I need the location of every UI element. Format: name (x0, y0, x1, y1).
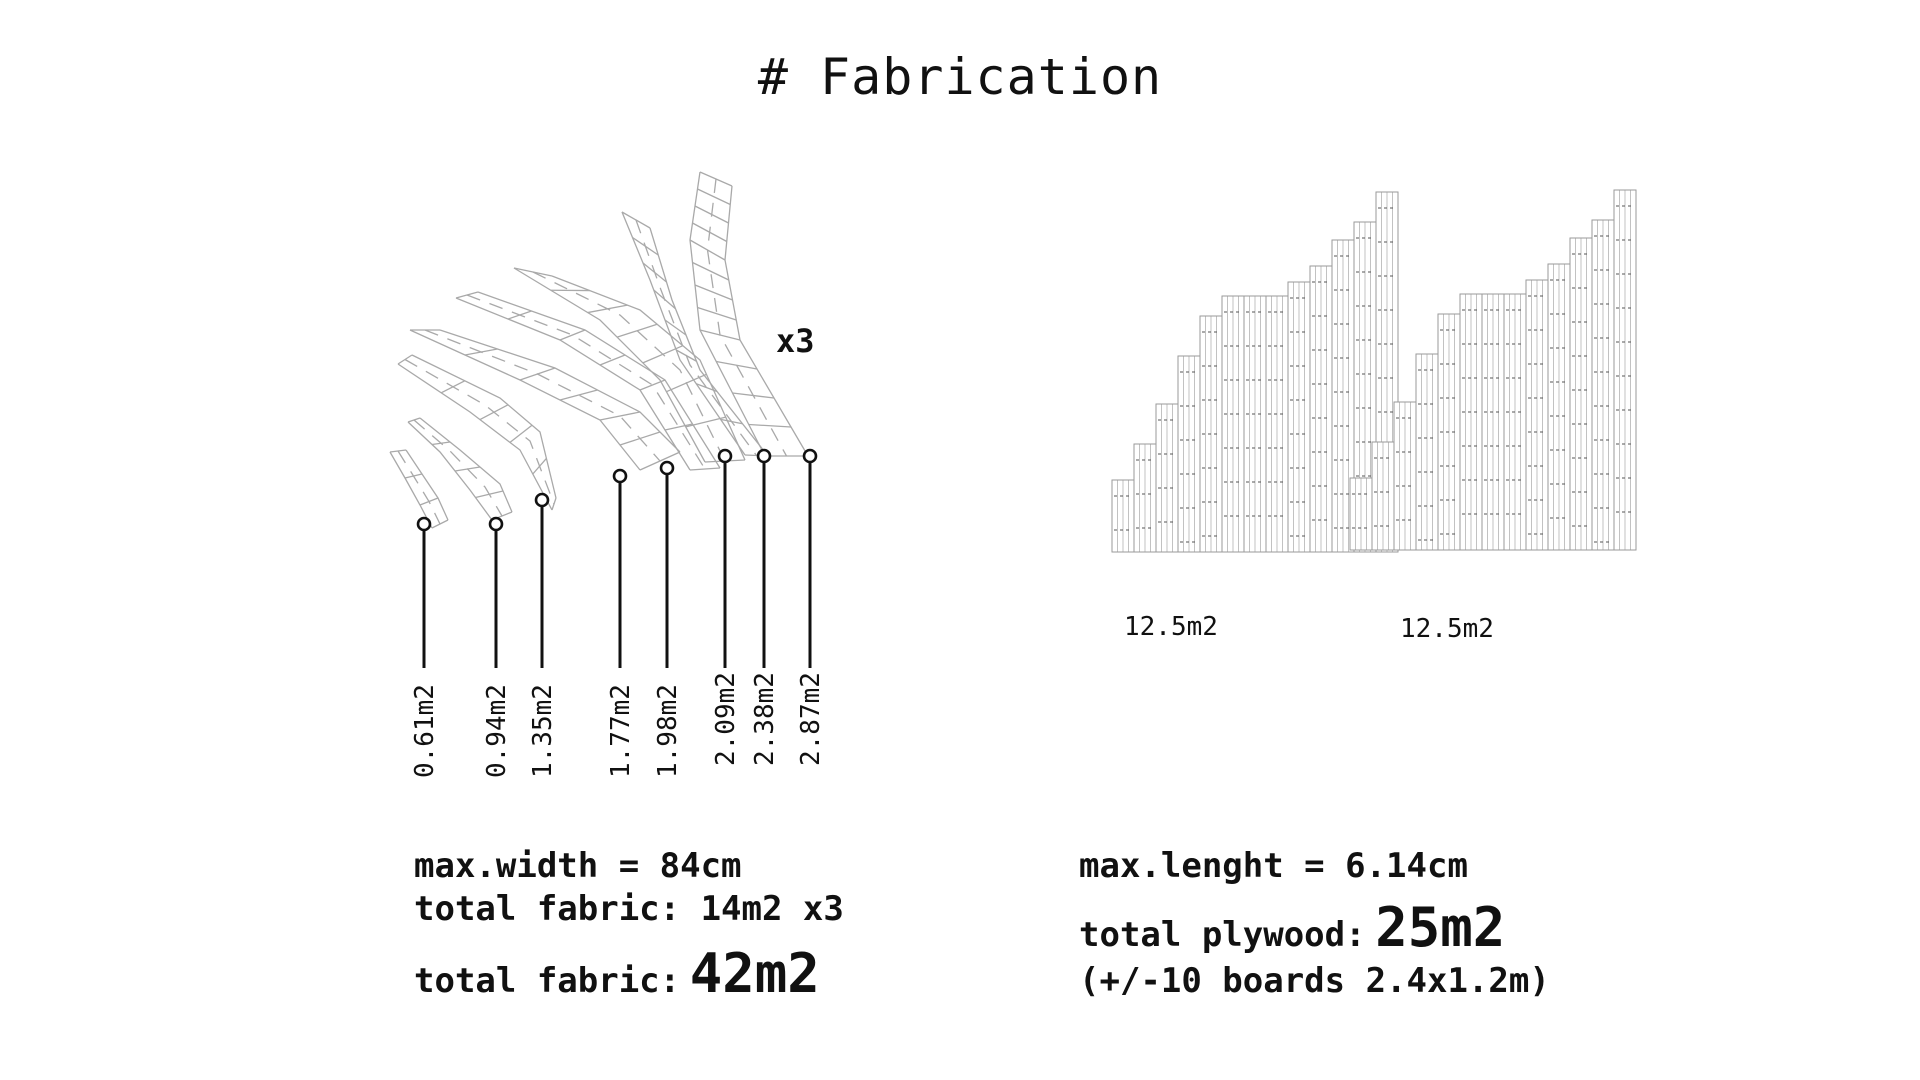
plywood-left-panel-column-2 (1133, 443, 1157, 553)
fabric-leader-3 (534, 492, 550, 668)
fabric-piece-area-2: 0.94m2 (482, 684, 512, 778)
plywood-right-panel-column-3 (1393, 401, 1417, 551)
fabric-piece-area-7: 2.38m2 (750, 672, 780, 766)
fabric-strip-1 (389, 449, 449, 529)
plywood-right-panel-column-4 (1415, 353, 1439, 551)
fabric-strip-3 (397, 354, 557, 511)
fabric-total-label: total fabric: (414, 961, 681, 1001)
plywood-right-panel-column-5 (1437, 313, 1461, 551)
fabric-piece-area-4: 1.77m2 (606, 684, 636, 778)
fabric-leader-7 (756, 448, 772, 668)
fabric-leader-lines (416, 448, 818, 668)
plywood-left-panel-column-11 (1331, 239, 1355, 553)
plywood-right-panel-column-8 (1503, 293, 1527, 551)
plywood-right-panel-column-7 (1481, 293, 1505, 551)
plywood-panel-area-left: 12.5m2 (1124, 612, 1218, 642)
fabric-leader-2 (488, 516, 504, 668)
fabric-total: total fabric: 42m2 (414, 942, 820, 1005)
plywood-total-label: total plywood: (1079, 915, 1366, 955)
fabric-multiplier: x3 (776, 322, 815, 360)
plywood-left-panel-column-6 (1221, 295, 1245, 553)
plywood-right-panel-column-13 (1613, 189, 1637, 551)
plywood-total: total plywood: 25m2 (1079, 896, 1505, 959)
fabric-total-line: total fabric: 14m2 x3 (414, 889, 844, 929)
plywood-right-panel (1349, 189, 1637, 551)
fabric-piece-area-5: 1.98m2 (653, 684, 683, 778)
plywood-left-panel-column-1 (1111, 479, 1135, 553)
fabric-leader-1 (416, 516, 432, 668)
fabric-leader-4 (612, 468, 628, 668)
plywood-left-panel-column-5 (1199, 315, 1223, 553)
plywood-right-panel-column-10 (1547, 263, 1571, 551)
plywood-right-panel-column-1 (1349, 477, 1373, 551)
page-title: # Fabrication (757, 48, 1163, 106)
plywood-right-panel-column-11 (1569, 237, 1593, 551)
plywood-left-panel-column-10 (1309, 265, 1333, 553)
plywood-boards-note: (+/-10 boards 2.4x1.2m) (1079, 961, 1550, 1001)
plywood-right-panel-column-12 (1591, 219, 1615, 551)
fabric-leader-8 (802, 448, 818, 668)
plywood-left-panel-column-7 (1243, 295, 1267, 553)
plywood-total-value: 25m2 (1375, 896, 1506, 959)
plywood-right-panel-column-6 (1459, 293, 1483, 551)
fabric-leader-6 (717, 448, 733, 668)
plywood-right-panel-column-2 (1371, 441, 1395, 551)
plywood-left-panel-column-8 (1265, 295, 1289, 553)
fabric-strip-2 (407, 417, 513, 521)
fabric-leader-5 (659, 460, 675, 668)
plywood-max-length: max.lenght = 6.14cm (1079, 846, 1468, 886)
plywood-left-panel-column-3 (1155, 403, 1179, 553)
fabric-strip-5 (455, 291, 721, 471)
fabric-piece-area-6: 2.09m2 (711, 672, 741, 766)
fabric-strips-drawing (389, 171, 809, 529)
fabric-max-width: max.width = 84cm (414, 846, 742, 886)
fabric-piece-area-8: 2.87m2 (796, 672, 826, 766)
plywood-left-panel-column-9 (1287, 281, 1311, 553)
fabric-strip-8 (689, 171, 809, 457)
fabric-strip-6 (513, 267, 746, 463)
plywood-right-panel-column-9 (1525, 279, 1549, 551)
plywood-left-panel (1111, 191, 1399, 553)
fabric-strip-4 (409, 329, 681, 471)
fabric-total-value: 42m2 (689, 942, 820, 1005)
plywood-panel-area-right: 12.5m2 (1400, 614, 1494, 644)
fabric-piece-area-3: 1.35m2 (528, 684, 558, 778)
fabric-piece-area-1: 0.61m2 (410, 684, 440, 778)
plywood-left-panel-column-4 (1177, 355, 1201, 553)
